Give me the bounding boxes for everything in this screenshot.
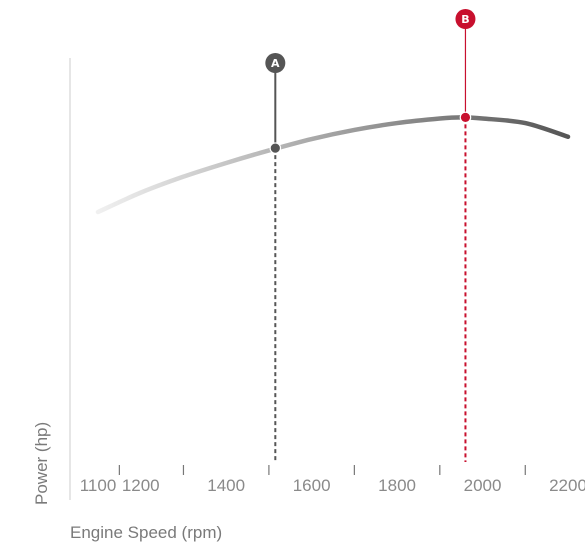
x-tick-label: 1400 (207, 476, 245, 495)
marker-lines (274, 28, 467, 462)
marker-b-badge (455, 9, 476, 29)
marker-b-point (459, 111, 472, 124)
x-tick-labels: 1100 1200 1400 1600 1800 2000 2200 (80, 476, 585, 495)
x-tick-marks (118, 465, 526, 475)
marker-b-label: B (461, 13, 469, 26)
power-curve-line (95, 115, 571, 215)
marker-a-point (269, 142, 282, 154)
x-tick-label: 2000 (464, 476, 502, 495)
markers: AB (265, 9, 476, 154)
marker-a-label: A (271, 57, 280, 70)
x-tick-label: 1200 (122, 476, 160, 495)
x-tick-label: 1600 (293, 476, 331, 495)
marker-a-badge (265, 53, 286, 73)
x-axis-label: Engine Speed (rpm) (70, 523, 222, 542)
x-tick-label: 1800 (378, 476, 416, 495)
y-axis-label: Power (hp) (32, 422, 51, 505)
x-tick-label: 2200 (549, 476, 585, 495)
x-tick-label: 1100 (80, 476, 117, 495)
